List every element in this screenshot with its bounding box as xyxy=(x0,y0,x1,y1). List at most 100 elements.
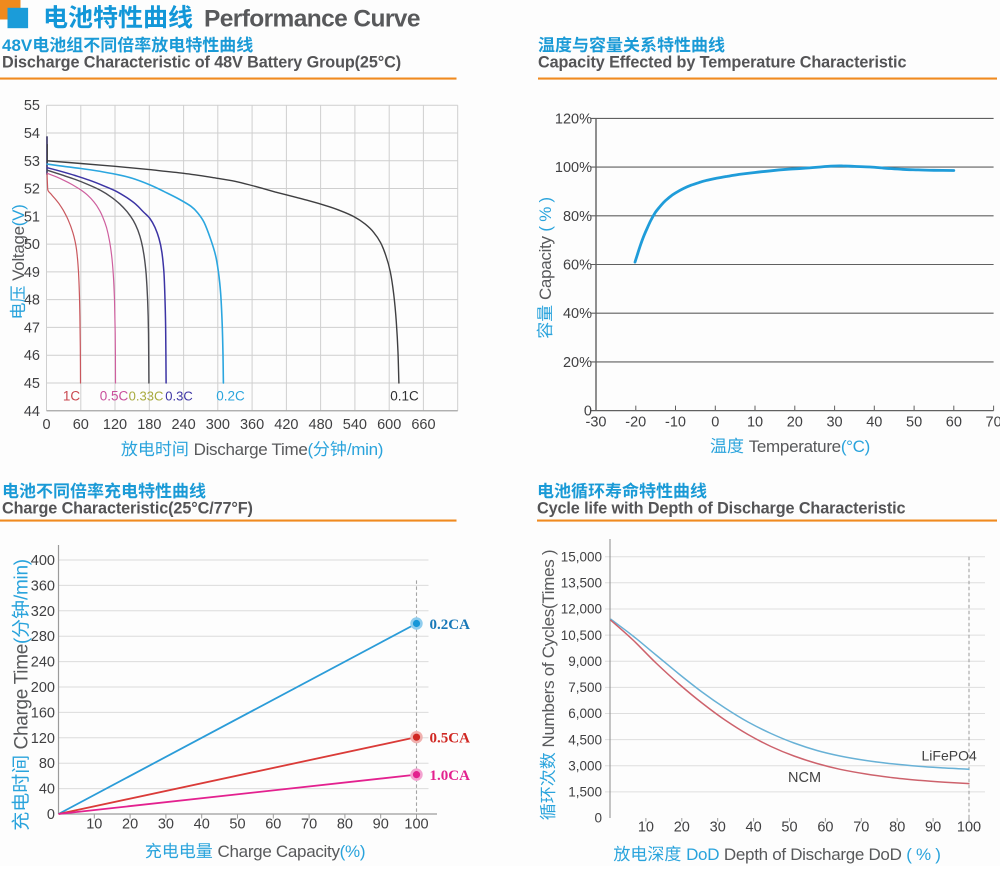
svg-text:13,500: 13,500 xyxy=(561,576,602,591)
svg-text:40: 40 xyxy=(866,415,882,431)
svg-text:70: 70 xyxy=(986,415,1000,431)
svg-text:50: 50 xyxy=(24,237,40,253)
svg-text:0.5CA: 0.5CA xyxy=(430,730,471,746)
svg-text:60: 60 xyxy=(265,817,281,833)
svg-text:30: 30 xyxy=(710,820,726,836)
svg-text:100: 100 xyxy=(404,817,428,833)
svg-text:40%: 40% xyxy=(563,306,592,322)
svg-text:51: 51 xyxy=(24,209,40,225)
svg-text:(V): (V) xyxy=(9,204,28,226)
svg-text:90: 90 xyxy=(925,820,941,836)
svg-text:-10: -10 xyxy=(665,415,686,431)
svg-text:Discharge Characteristic of 48: Discharge Characteristic of 48V Battery … xyxy=(2,54,401,72)
svg-text:(°C): (°C) xyxy=(841,437,870,456)
svg-text:600: 600 xyxy=(377,417,401,433)
svg-text:60: 60 xyxy=(73,417,89,433)
svg-text:( % ): ( % ) xyxy=(906,845,940,864)
svg-text:120: 120 xyxy=(103,417,127,433)
svg-text:LiFePO4: LiFePO4 xyxy=(922,748,977,764)
svg-text:50: 50 xyxy=(906,415,922,431)
svg-text:45: 45 xyxy=(24,376,40,392)
svg-text:540: 540 xyxy=(343,417,367,433)
svg-text:55: 55 xyxy=(24,98,40,114)
svg-text:50: 50 xyxy=(229,817,245,833)
svg-text:15,000: 15,000 xyxy=(561,549,602,564)
svg-text:40: 40 xyxy=(194,817,210,833)
svg-text:1,500: 1,500 xyxy=(568,785,602,800)
svg-text:44: 44 xyxy=(24,404,40,420)
svg-text:300: 300 xyxy=(206,417,230,433)
svg-text:4,500: 4,500 xyxy=(568,732,602,747)
svg-text:0: 0 xyxy=(711,415,719,431)
svg-text:60%: 60% xyxy=(563,258,592,274)
svg-text:53: 53 xyxy=(24,154,40,170)
svg-text:180: 180 xyxy=(137,417,161,433)
svg-text:0.1C: 0.1C xyxy=(390,389,419,404)
svg-text:Capacity Effected by Temperatu: Capacity Effected by Temperature Charact… xyxy=(538,54,906,72)
svg-text:49: 49 xyxy=(24,265,40,281)
svg-text:0.2CA: 0.2CA xyxy=(430,617,471,633)
svg-text:80: 80 xyxy=(337,817,353,833)
svg-text:47: 47 xyxy=(24,320,40,336)
svg-text:12,000: 12,000 xyxy=(561,602,602,617)
svg-text:120: 120 xyxy=(31,731,55,747)
svg-text:Voltage: Voltage xyxy=(9,226,28,281)
svg-text:10: 10 xyxy=(86,817,102,833)
svg-text:DoD: DoD xyxy=(686,845,719,864)
svg-text:10: 10 xyxy=(747,415,763,431)
svg-text:52: 52 xyxy=(24,182,40,198)
svg-text:(: ( xyxy=(307,440,313,459)
svg-text:240: 240 xyxy=(171,417,195,433)
svg-text:Temperature: Temperature xyxy=(749,437,841,456)
svg-text:-20: -20 xyxy=(625,415,646,431)
svg-text:80: 80 xyxy=(889,820,905,836)
svg-text:Discharge Time: Discharge Time xyxy=(194,440,308,459)
svg-text:( % ): ( % ) xyxy=(536,197,555,231)
svg-text:160: 160 xyxy=(31,705,55,721)
svg-text:280: 280 xyxy=(31,629,55,645)
svg-text:360: 360 xyxy=(240,417,264,433)
svg-text:0.2C: 0.2C xyxy=(216,389,245,404)
svg-text:10,500: 10,500 xyxy=(561,628,602,643)
svg-text:50: 50 xyxy=(781,820,797,836)
svg-text:30: 30 xyxy=(158,817,174,833)
svg-text:54: 54 xyxy=(24,126,40,142)
svg-text:NCM: NCM xyxy=(788,770,821,786)
svg-text:200: 200 xyxy=(31,680,55,696)
svg-text:10: 10 xyxy=(638,820,654,836)
svg-text:30: 30 xyxy=(826,415,842,431)
svg-text:48V: 48V xyxy=(2,36,33,55)
svg-text:-30: -30 xyxy=(586,415,607,431)
svg-text:1.0CA: 1.0CA xyxy=(430,768,471,784)
svg-text:9,000: 9,000 xyxy=(568,654,602,669)
svg-text:Charge Time: Charge Time xyxy=(12,644,33,749)
svg-text:Capacity: Capacity xyxy=(536,236,555,301)
svg-text:20: 20 xyxy=(787,415,803,431)
svg-text:(%): (%) xyxy=(340,842,366,861)
svg-text:360: 360 xyxy=(31,578,55,594)
svg-text:480: 480 xyxy=(309,417,333,433)
svg-text:400: 400 xyxy=(31,553,55,569)
svg-text:20: 20 xyxy=(122,817,138,833)
svg-text:/min): /min) xyxy=(12,559,33,600)
svg-text:0: 0 xyxy=(594,811,602,826)
svg-text:Cycle life with Depth of Disch: Cycle life with Depth of Discharge Chara… xyxy=(537,500,906,518)
svg-text:0: 0 xyxy=(42,417,50,433)
svg-text:70: 70 xyxy=(853,820,869,836)
svg-text:420: 420 xyxy=(274,417,298,433)
svg-text:46: 46 xyxy=(24,348,40,364)
svg-text:Charge Characteristic(25°C/77°: Charge Characteristic(25°C/77°F) xyxy=(2,500,253,518)
svg-text:48: 48 xyxy=(24,293,40,309)
svg-text:20: 20 xyxy=(674,820,690,836)
svg-text:100%: 100% xyxy=(555,160,592,176)
svg-text:Performance Curve: Performance Curve xyxy=(204,5,420,32)
svg-text:6,000: 6,000 xyxy=(568,706,602,721)
svg-text:0: 0 xyxy=(47,807,55,823)
svg-text:0.3C: 0.3C xyxy=(165,389,192,404)
svg-text:40: 40 xyxy=(39,782,55,798)
svg-text:80: 80 xyxy=(39,756,55,772)
svg-text:/min): /min) xyxy=(347,440,383,459)
svg-text:Numbers of Cycles(Times ): Numbers of Cycles(Times ) xyxy=(539,550,558,748)
svg-text:(: ( xyxy=(12,637,33,644)
svg-text:0: 0 xyxy=(584,404,592,420)
